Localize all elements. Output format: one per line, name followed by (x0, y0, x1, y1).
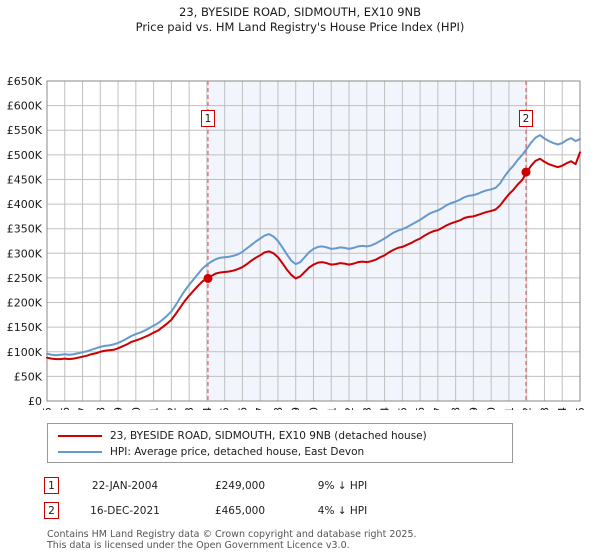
page-title: 23, BYESIDE ROAD, SIDMOUTH, EX10 9NB (179, 5, 421, 19)
x-axis-tick-label: 1998 (94, 407, 107, 410)
price-history-chart: £0 £50K £100K £150K £200K £250K £300K £350K £400… (7, 75, 587, 410)
chart-area: £0 £50K £100K £150K £200K £250K £300K £350K £400… (0, 35, 600, 410)
sale-point-1[interactable] (203, 273, 213, 283)
row-price-1: £249,000 (214, 479, 266, 492)
row-date-2: 16-DEC-2021 (90, 504, 160, 517)
x-axis-tick-label: 2003 (183, 407, 196, 410)
legend-label-property: 23, BYESIDE ROAD, SIDMOUTH, EX10 9NB (de… (110, 430, 427, 442)
legend-label-hpi: HPI: Average price, detached house, East… (110, 446, 365, 458)
x-axis-tick-label: 2000 (130, 407, 143, 410)
x-axis-tick-label: 1997 (77, 407, 90, 410)
x-axis-tick-label: 2024 (556, 407, 569, 410)
sale-marker-1[interactable]: 1 (200, 110, 215, 127)
x-axis-tick-label: 2019 (467, 407, 480, 410)
plot-frame (46, 80, 581, 402)
legend-item-property: 23, BYESIDE ROAD, SIDMOUTH, EX10 9NB (de… (54, 428, 512, 444)
y-axis-tick-label: £400K (7, 198, 43, 211)
x-axis-tick-label: 2011 (325, 407, 338, 410)
footer-line-1: Contains HM Land Registry data © Crown c… (47, 529, 417, 540)
x-axis-tick-label: 1996 (59, 407, 72, 410)
row-price-2: £465,000 (214, 504, 266, 517)
x-axis-tick-label: 2017 (432, 407, 445, 410)
y-axis-tick-label: £200K (7, 297, 43, 310)
table-row[interactable]: 2 16-DEC-2021 £465,000 4% ↓ HPI (44, 498, 464, 523)
y-axis-tick-label: £550K (7, 124, 43, 137)
y-axis-tick-label: £500K (7, 149, 43, 162)
row-hpi-diff-2: 4% ↓ HPI (317, 504, 368, 517)
sale-marker-2[interactable]: 2 (518, 110, 533, 127)
x-axis-tick-label: 2020 (485, 407, 498, 410)
y-axis-tick-label: £50K (14, 370, 43, 383)
x-axis-tick-label: 2004 (201, 407, 214, 410)
x-axis-tick-label: 2008 (272, 407, 285, 410)
x-axis-tick-label: 2018 (450, 407, 463, 410)
x-axis-tick-label: 2013 (361, 407, 374, 410)
table-row[interactable]: 1 22-JAN-2004 £249,000 9% ↓ HPI (44, 473, 464, 498)
row-badge-2: 2 (44, 502, 59, 519)
x-axis-tick-label: 2022 (521, 407, 534, 410)
row-hpi-diff-1: 9% ↓ HPI (317, 479, 368, 492)
x-axis-tick-label: 2021 (503, 407, 516, 410)
footer-line-2: This data is licensed under the Open Gov… (47, 540, 350, 551)
sale-point-2[interactable] (521, 167, 531, 177)
x-axis-tick-label: 2010 (308, 407, 321, 410)
x-axis-tick-label: 2014 (379, 407, 392, 410)
x-axis-tick-label: 1999 (112, 407, 125, 410)
legend-swatch-hpi (58, 451, 102, 453)
y-axis-tick-label: £350K (7, 223, 43, 236)
x-axis-tick-label: 2002 (165, 407, 178, 410)
y-axis-tick-label: £0 (28, 395, 42, 408)
legend-swatch-property (58, 435, 102, 437)
chart-legend: 23, BYESIDE ROAD, SIDMOUTH, EX10 9NB (de… (47, 423, 513, 463)
y-axis-tick-label: £250K (7, 272, 43, 285)
x-axis-tick-label: 2016 (414, 407, 427, 410)
row-badge-1: 1 (44, 477, 59, 494)
row-date-1: 22-JAN-2004 (91, 479, 159, 492)
y-axis-tick-label: £100K (7, 346, 43, 359)
x-axis-tick-label: 2009 (290, 407, 303, 410)
x-axis-tick-label: 2006 (236, 407, 249, 410)
y-axis-tick-label: £600K (7, 100, 43, 113)
sales-table: 1 22-JAN-2004 £249,000 9% ↓ HPI 2 16-DEC… (44, 473, 464, 523)
x-axis-tick-label: 2015 (396, 407, 409, 410)
x-axis-tick-label: 2012 (343, 407, 356, 410)
x-axis-tick-label: 2025 (574, 407, 587, 410)
footer-attribution: Contains HM Land Registry data © Crown c… (47, 529, 567, 551)
y-axis-tick-label: £650K (7, 75, 43, 88)
x-axis-tick-label: 2005 (219, 407, 232, 410)
y-axis-tick-label: £150K (7, 321, 43, 334)
x-axis-tick-label: 2023 (538, 407, 551, 410)
series-line-hpi (46, 134, 581, 357)
x-axis-tick-label: 2007 (254, 407, 267, 410)
x-axis-tick-label: 1995 (41, 407, 54, 410)
x-axis-tick-label: 2001 (148, 407, 161, 410)
y-axis-tick-label: £450K (7, 173, 43, 186)
series-line-property (46, 151, 581, 361)
legend-item-hpi: HPI: Average price, detached house, East… (54, 444, 512, 460)
chart-title-block: 23, BYESIDE ROAD, SIDMOUTH, EX10 9NB Pri… (0, 0, 600, 35)
page-subtitle: Price paid vs. HM Land Registry's House … (135, 20, 465, 34)
y-axis-tick-label: £300K (7, 247, 43, 260)
